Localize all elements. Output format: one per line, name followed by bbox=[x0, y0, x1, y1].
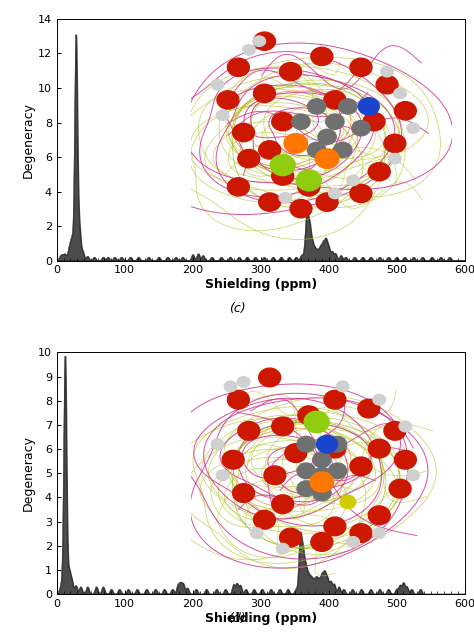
Y-axis label: Degeneracy: Degeneracy bbox=[22, 435, 35, 511]
Y-axis label: Degeneracy: Degeneracy bbox=[22, 102, 35, 178]
X-axis label: Shielding (ppm): Shielding (ppm) bbox=[205, 612, 317, 624]
Text: (c): (c) bbox=[228, 302, 246, 315]
Text: (d): (d) bbox=[228, 612, 246, 624]
X-axis label: Shielding (ppm): Shielding (ppm) bbox=[205, 278, 317, 291]
